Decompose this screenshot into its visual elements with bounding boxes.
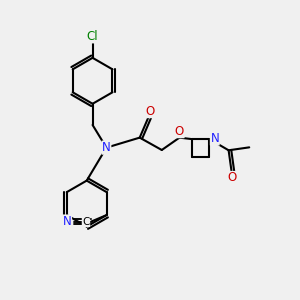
Text: O: O [146,105,154,118]
Text: O: O [227,172,237,184]
Text: Cl: Cl [87,30,98,43]
Text: O: O [175,125,184,138]
Text: N: N [63,215,71,228]
Text: N: N [210,132,219,145]
Text: N: N [102,141,111,154]
Text: C: C [82,217,90,226]
